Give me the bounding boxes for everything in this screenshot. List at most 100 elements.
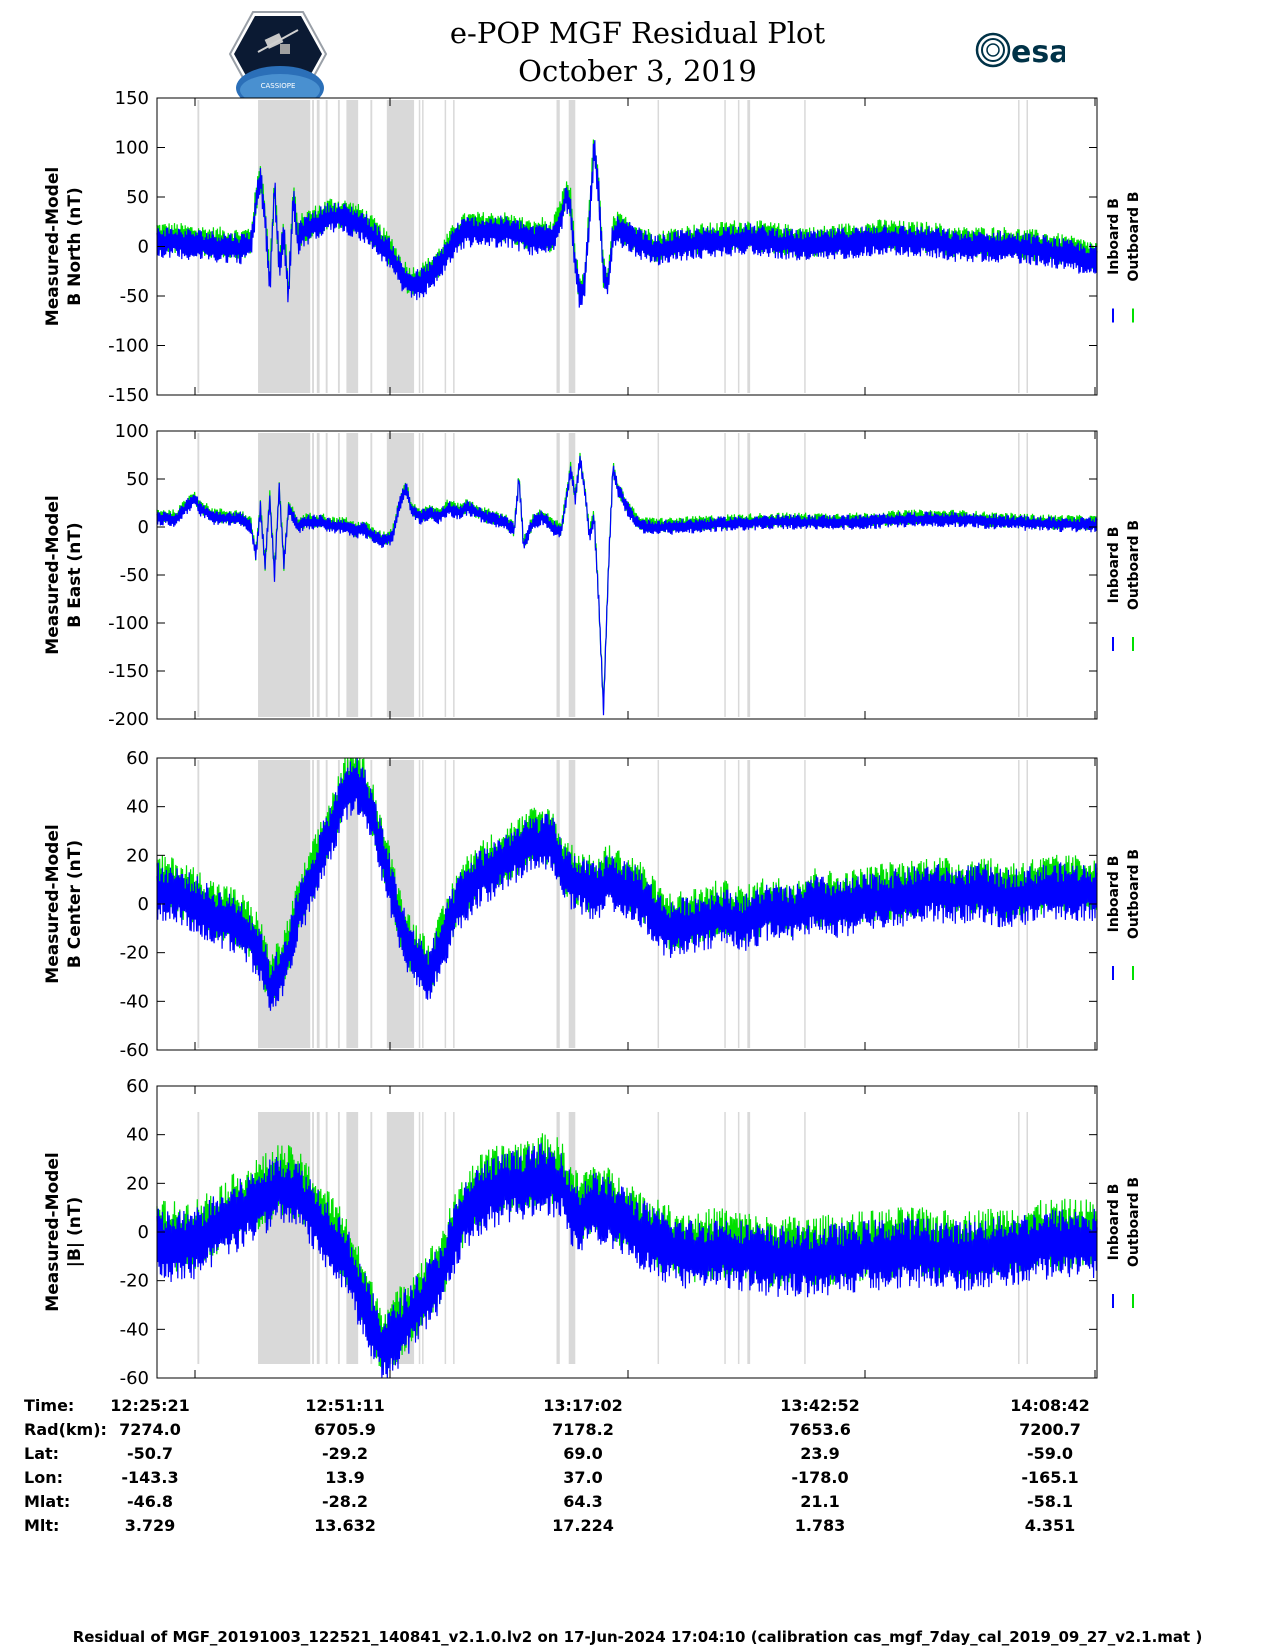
y-tick-label-0-6: 150 <box>115 88 149 109</box>
data-gap-band-2-6 <box>346 760 359 1048</box>
data-gap-band-0-4 <box>325 100 328 393</box>
y-tick-label-0-5: 100 <box>115 138 149 159</box>
data-gap-band-1-10 <box>422 433 424 717</box>
legend-label-0: Inboard B <box>1106 527 1122 604</box>
info-time-3: 13:42:52 <box>780 1396 860 1415</box>
data-gap-band-0-10 <box>422 100 424 393</box>
data-gap-band-1-1 <box>258 433 311 717</box>
data-gap-band-1-2 <box>312 433 314 717</box>
y-tick-label-2-2: -20 <box>120 943 149 964</box>
data-gap-band-0-18 <box>747 100 751 393</box>
y-axis-label-line2: B East (nT) <box>65 522 85 627</box>
legend-label-1: Outboard B <box>1126 520 1142 610</box>
data-gap-band-2-7 <box>370 760 373 1048</box>
y-tick-label-2-6: 60 <box>126 748 149 769</box>
mlat-label: Mlat: <box>24 1492 71 1511</box>
y-tick-label-1-5: 50 <box>126 469 149 490</box>
data-gap-band-1-7 <box>370 433 373 717</box>
info-lat-3: 23.9 <box>800 1444 840 1463</box>
y-tick-label-2-3: 0 <box>138 894 149 915</box>
y-axis-label-line1: Measured-Model <box>43 824 63 983</box>
info-mlat-2: 64.3 <box>563 1492 603 1511</box>
data-gap-band-1-18 <box>747 433 751 717</box>
info-rad-3: 7653.6 <box>789 1420 851 1439</box>
y-tick-label-0-3: 0 <box>138 237 149 258</box>
data-gap-band-2-10 <box>422 760 424 1048</box>
data-gap-band-3-10 <box>422 1112 424 1364</box>
inboard-series-0 <box>156 140 1098 308</box>
data-gap-band-1-20 <box>1018 433 1020 717</box>
info-mlat-4: -58.1 <box>1026 1492 1074 1511</box>
info-lat-0: -50.7 <box>126 1444 174 1463</box>
data-gap-band-1-19 <box>804 433 806 717</box>
y-tick-label-2-0: -60 <box>120 1040 149 1061</box>
info-time-0: 12:25:21 <box>110 1396 190 1415</box>
data-gap-band-3-6 <box>346 1112 359 1364</box>
info-mlt-0: 3.729 <box>124 1516 176 1535</box>
data-gap-band-1-16 <box>724 433 726 717</box>
data-gap-band-2-13 <box>556 760 560 1048</box>
data-gap-band-1-17 <box>737 433 740 717</box>
y-tick-label-3-2: -20 <box>120 1271 149 1292</box>
esa-logo-text: esa <box>1011 35 1065 70</box>
data-gap-band-0-5 <box>337 100 340 393</box>
data-gap-band-1-12 <box>453 433 455 717</box>
footer-caption: Residual of MGF_20191003_122521_140841_v… <box>72 1628 1203 1646</box>
y-axis-label-1: Measured-Model B East (nT) <box>43 495 85 654</box>
legend-0: Inboard B Outboard B <box>1106 191 1142 281</box>
data-gap-band-1-21 <box>1026 433 1028 717</box>
lon-label: Lon: <box>24 1468 63 1487</box>
y-tick-label-3-6: 60 <box>126 1076 149 1097</box>
cassiope-badge-icon: CASSIOPE <box>228 11 328 98</box>
y-tick-label-0-4: 50 <box>126 187 149 208</box>
data-gap-band-1-15 <box>657 433 660 717</box>
y-axis-label-line1: Measured-Model <box>43 167 63 326</box>
data-gap-band-1-5 <box>337 433 340 717</box>
y-tick-label-3-1: -40 <box>120 1319 149 1340</box>
legend-2: Inboard B Outboard B <box>1106 849 1142 939</box>
inboard-series-1 <box>156 455 1098 716</box>
y-tick-label-1-3: -50 <box>120 565 149 586</box>
y-axis-label-3: Measured-Model |B| (nT) <box>43 1152 85 1311</box>
y-tick-label-1-0: -200 <box>108 709 149 730</box>
data-gap-band-2-14 <box>568 760 576 1048</box>
y-tick-label-2-1: -40 <box>120 991 149 1012</box>
info-mlat-3: 21.1 <box>800 1492 840 1511</box>
legend-label-0: Inboard B <box>1106 1184 1122 1261</box>
y-tick-label-1-6: 100 <box>115 421 149 442</box>
cassiope-badge-text: CASSIOPE <box>261 82 296 90</box>
y-tick-label-3-0: -60 <box>120 1368 149 1389</box>
data-gap-band-2-4 <box>325 760 328 1048</box>
info-lon-4: -165.1 <box>1021 1468 1079 1487</box>
info-lon-2: 37.0 <box>563 1468 603 1487</box>
info-lat-2: 69.0 <box>563 1444 603 1463</box>
data-gap-band-2-11 <box>444 760 447 1048</box>
info-lon-3: -178.0 <box>791 1468 849 1487</box>
legend-label-0: Inboard B <box>1106 856 1122 933</box>
legend-3: Inboard B Outboard B <box>1106 1177 1142 1267</box>
data-gap-band-0-3 <box>316 100 320 393</box>
data-gap-band-1-8 <box>386 433 415 717</box>
y-tick-label-0-2: -50 <box>120 286 149 307</box>
y-axis-label-line2: B Center (nT) <box>65 840 85 968</box>
y-tick-label-2-4: 20 <box>126 845 149 866</box>
info-rad-1: 6705.9 <box>314 1420 376 1439</box>
y-tick-label-3-5: 40 <box>126 1125 149 1146</box>
info-rad-2: 7178.2 <box>552 1420 614 1439</box>
y-axis-label-line2: |B| (nT) <box>65 1197 85 1268</box>
esa-logo-icon: esa <box>975 32 1065 70</box>
data-gap-band-2-3 <box>316 760 320 1048</box>
page-title: e-POP MGF Residual Plot <box>449 16 826 50</box>
y-tick-label-1-2: -100 <box>108 613 149 634</box>
data-gap-band-3-9 <box>418 1112 421 1364</box>
info-lat-1: -29.2 <box>321 1444 369 1463</box>
info-time-1: 12:51:11 <box>305 1396 385 1415</box>
data-gap-band-1-3 <box>316 433 320 717</box>
lat-label: Lat: <box>24 1444 60 1463</box>
y-axis-label-line1: Measured-Model <box>43 495 63 654</box>
data-gap-band-3-1 <box>258 1112 311 1364</box>
data-gap-band-1-0 <box>197 433 200 717</box>
legend-label-0: Inboard B <box>1106 198 1122 275</box>
data-gap-band-3-13 <box>556 1112 560 1364</box>
